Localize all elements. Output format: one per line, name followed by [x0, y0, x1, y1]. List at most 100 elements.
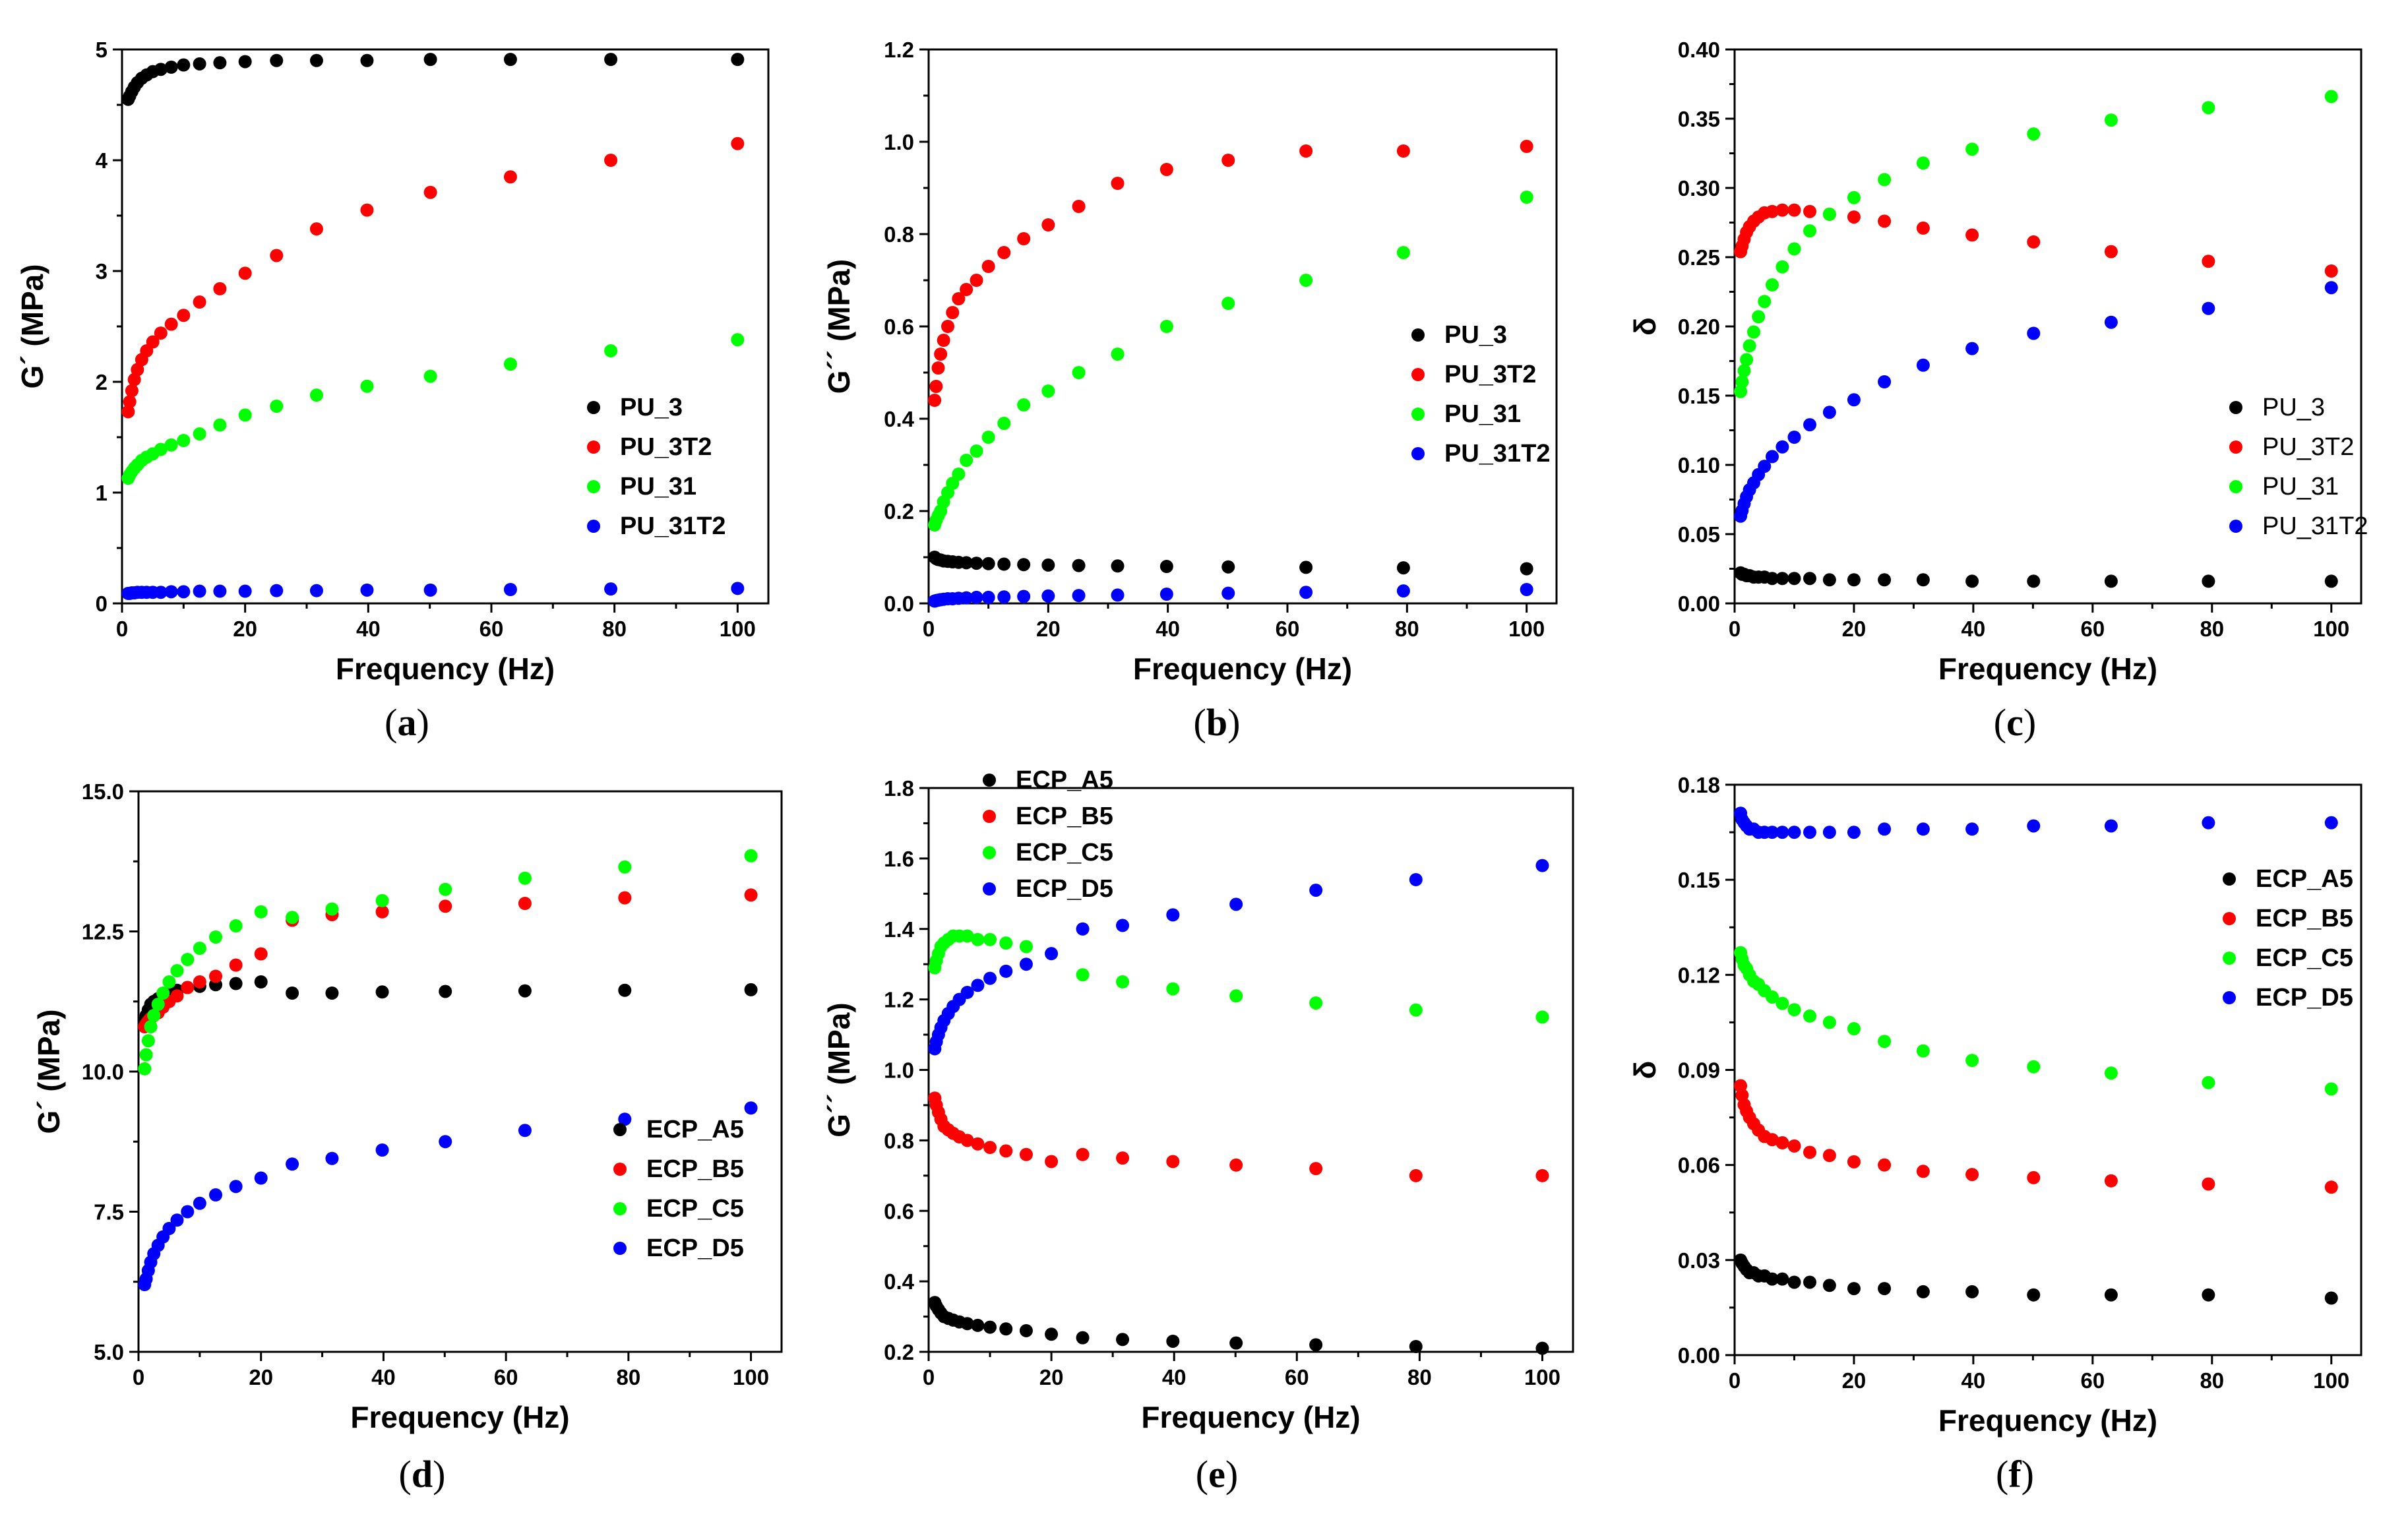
data-point	[1822, 573, 1836, 587]
data-point	[1072, 559, 1086, 572]
data-point	[1396, 246, 1410, 259]
y-tick-label: 4	[96, 148, 108, 173]
data-point	[177, 434, 191, 448]
data-point	[2104, 1288, 2118, 1302]
data-point	[1822, 406, 1836, 419]
y-tick-label: 0.03	[1678, 1248, 1720, 1273]
x-tick-label: 0	[1729, 1368, 1741, 1393]
data-point	[960, 591, 973, 605]
data-point	[154, 442, 168, 456]
data-point	[1299, 144, 1313, 158]
legend-entry: PU_3	[620, 394, 683, 421]
y-tick-label: 0.8	[884, 222, 914, 247]
data-point	[1309, 883, 1323, 897]
legend-entry: ECP_A5	[1016, 766, 1113, 794]
y-tick-label: 10.0	[82, 1060, 124, 1084]
data-point	[1520, 140, 1533, 153]
series-ECP_C5	[138, 849, 758, 1076]
legend-entry: PU_31T2	[620, 512, 726, 540]
data-point	[731, 137, 745, 150]
chart-panel-a: 0 20 40 60 80 100 0 1 2 3 4 5 Frequency (Hz) G´ (MPa)…	[15, 38, 770, 744]
data-point	[1159, 163, 1173, 176]
series-ECP_D5	[1734, 806, 2338, 839]
data-point	[1520, 583, 1533, 596]
data-point	[1916, 573, 1930, 587]
data-point	[997, 590, 1011, 604]
data-point	[360, 379, 374, 393]
data-point	[2324, 90, 2338, 104]
data-point	[229, 919, 243, 932]
data-point	[1116, 919, 1130, 932]
data-point	[1766, 204, 1779, 218]
x-tick-label: 100	[1508, 617, 1545, 641]
data-point	[2104, 1174, 2118, 1188]
data-point	[209, 930, 222, 944]
panel-label: (a)	[385, 701, 429, 744]
y-tick-label: 0.18	[1678, 773, 1720, 797]
data-point	[1847, 573, 1861, 587]
data-point	[1803, 224, 1816, 238]
y-axis-label: G´ (MPa)	[15, 264, 49, 388]
y-tick-label: 1.2	[884, 988, 914, 1012]
y-tick-label: 0.05	[1678, 522, 1720, 547]
data-point	[937, 334, 950, 347]
data-point	[1072, 589, 1086, 603]
data-point	[270, 584, 284, 597]
data-point	[1803, 1009, 1816, 1023]
data-point	[1766, 826, 1779, 839]
data-point	[423, 583, 437, 597]
data-point	[193, 975, 206, 988]
data-point	[375, 985, 389, 999]
x-tick-label: 100	[2313, 1368, 2349, 1393]
panel-label: (c)	[1994, 701, 2036, 744]
data-point	[1299, 274, 1313, 287]
data-point	[1847, 210, 1861, 224]
y-tick-label: 2	[96, 370, 108, 394]
legend-entry: ECP_D5	[646, 1234, 744, 1262]
data-point	[1787, 1275, 1801, 1289]
x-tick-label: 20	[249, 1365, 273, 1389]
data-point	[960, 1134, 974, 1147]
data-point	[193, 57, 206, 71]
y-axis-label: δ	[1628, 1061, 1662, 1079]
data-point	[960, 283, 973, 296]
series-PU_31T2	[1734, 281, 2338, 523]
data-point	[1803, 826, 1816, 839]
x-tick-label: 40	[371, 1365, 396, 1389]
data-point	[151, 998, 165, 1011]
x-tick-label: 100	[1524, 1365, 1560, 1389]
data-point	[731, 333, 745, 347]
data-point	[375, 1143, 389, 1157]
data-point	[999, 1144, 1013, 1158]
data-point	[193, 584, 206, 598]
data-point	[2027, 127, 2041, 141]
legend-marker	[983, 810, 996, 823]
data-point	[1229, 897, 1243, 911]
data-point	[1221, 586, 1235, 600]
series-PU_3T2	[121, 137, 745, 419]
data-point	[618, 983, 632, 997]
data-point	[1775, 1272, 1789, 1286]
data-point	[325, 987, 339, 1000]
data-point	[1878, 573, 1892, 587]
data-point	[960, 454, 973, 467]
data-point	[1309, 1338, 1323, 1352]
y-tick-label: 0.15	[1678, 868, 1720, 892]
data-point	[1041, 218, 1055, 231]
series-PU_3T2	[1734, 203, 2338, 278]
y-tick-label: 0.40	[1678, 38, 1720, 62]
data-point	[2104, 113, 2118, 127]
data-point	[997, 417, 1011, 430]
data-point	[1076, 922, 1090, 936]
data-point	[971, 932, 985, 946]
data-point	[2027, 1288, 2041, 1302]
data-point	[325, 1151, 339, 1165]
data-point	[1847, 393, 1861, 407]
data-point	[1045, 1327, 1059, 1341]
data-point	[618, 860, 632, 874]
data-point	[138, 1062, 152, 1076]
legend-marker	[983, 774, 996, 787]
y-tick-label: 1.0	[884, 130, 914, 154]
